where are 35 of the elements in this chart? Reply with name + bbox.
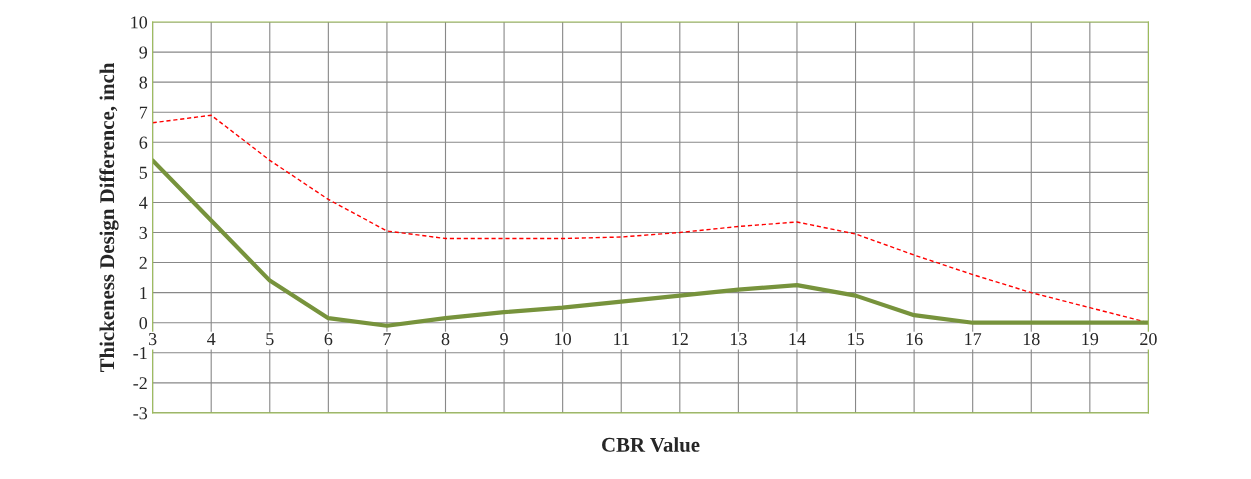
y-tick-label: 8 xyxy=(139,76,148,89)
x-tick-label: 7 xyxy=(383,333,391,345)
y-tick-label: 6 xyxy=(139,136,148,149)
x-tick-label: 9 xyxy=(500,332,508,346)
x-tick-label: 17 xyxy=(965,333,982,345)
y-tick-label: 5 xyxy=(139,166,148,179)
x-tick-label: 11 xyxy=(614,333,629,345)
y-axis-title: Thickeness Design Difference, inch xyxy=(99,62,119,373)
x-tick-label: 19 xyxy=(1082,332,1099,346)
y-tick-label: 1 xyxy=(140,286,147,299)
x-tick-label: 14 xyxy=(789,333,806,345)
x-tick-label: 5 xyxy=(266,333,274,346)
x-tick-label: 4 xyxy=(207,333,216,345)
y-tick-label: 2 xyxy=(139,256,147,269)
line-series xyxy=(152,158,1149,328)
y-tick-label: -2 xyxy=(133,377,147,390)
y-tick-label: 7 xyxy=(139,106,148,119)
x-tick-label: 10 xyxy=(555,332,571,346)
y-tick-label: 9 xyxy=(139,46,148,59)
y-tick-label: -1 xyxy=(133,347,147,360)
x-axis-title: CBR Value xyxy=(602,437,700,452)
y-tick-label: -3 xyxy=(133,407,148,420)
x-tick-label: 18 xyxy=(1023,332,1040,346)
x-tick-label: 13 xyxy=(730,332,747,346)
y-tick-label: 3 xyxy=(139,226,148,239)
x-tick-label: 8 xyxy=(441,332,450,346)
y-tick-label: 0 xyxy=(139,316,148,330)
x-tick-label: 3 xyxy=(148,332,157,346)
x-tick-label: 20 xyxy=(1140,332,1157,346)
x-tick-label: 6 xyxy=(324,332,333,346)
y-tick-label: 10 xyxy=(131,16,148,29)
x-tick-label: 12 xyxy=(672,332,688,345)
y-tick-label: 4 xyxy=(139,196,148,209)
x-tick-label: 16 xyxy=(906,332,923,346)
x-tick-label: 15 xyxy=(848,333,864,346)
